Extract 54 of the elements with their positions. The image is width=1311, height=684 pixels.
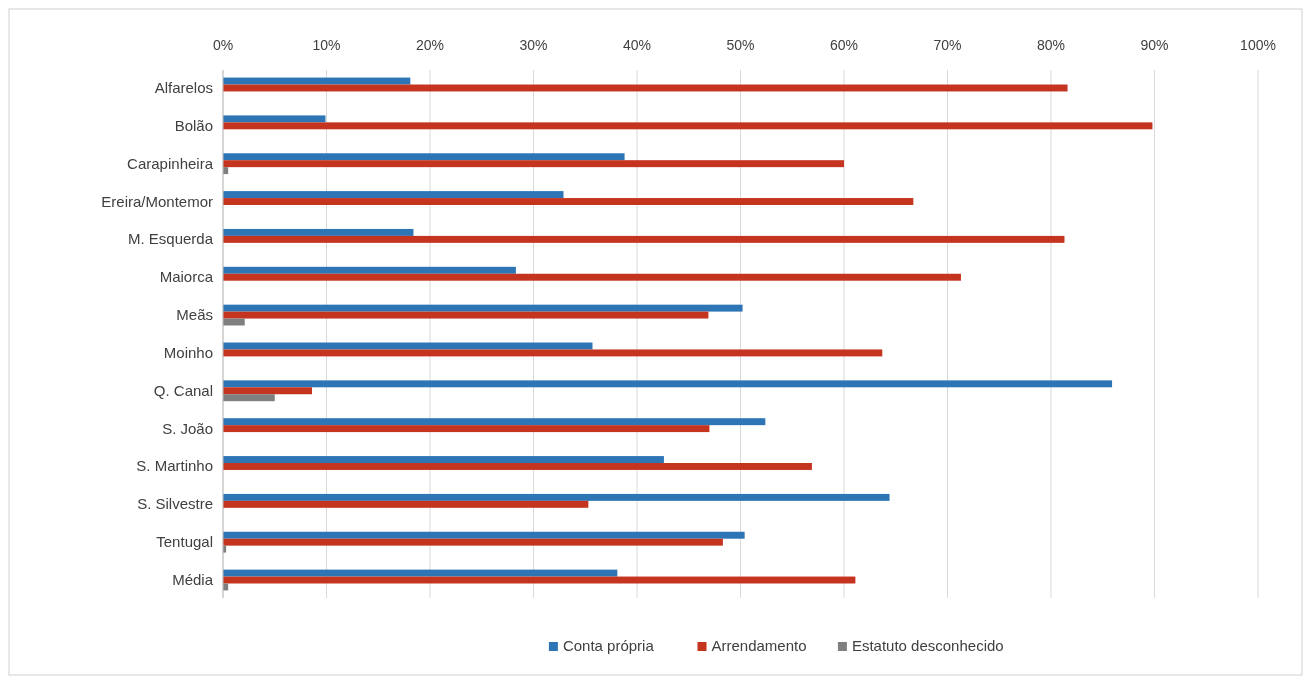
bar <box>223 569 618 577</box>
bar <box>223 304 743 312</box>
bar <box>223 493 890 501</box>
bar <box>223 153 625 161</box>
x-tick-label: 20% <box>415 37 445 53</box>
bar <box>223 456 664 463</box>
x-tick-label: 60% <box>829 37 859 53</box>
legend-label: Conta própria <box>562 637 655 654</box>
y-tick-label: S. Martinho <box>136 457 213 475</box>
bar <box>223 228 414 236</box>
x-tick-label: 40% <box>622 37 652 53</box>
bar <box>223 349 883 357</box>
y-tick-label: Moinho <box>163 343 213 361</box>
bar <box>223 394 275 402</box>
y-tick-label: Alfarelos <box>154 78 213 96</box>
bar <box>223 266 516 274</box>
y-tick-label: S. João <box>162 419 213 437</box>
y-tick-label: Maiorca <box>159 268 214 286</box>
bar <box>223 425 710 433</box>
bar <box>223 198 914 205</box>
bar <box>223 77 411 85</box>
x-tick-label: 90% <box>1140 37 1169 53</box>
bar <box>223 122 1153 130</box>
y-tick-label: Bolão <box>174 116 213 134</box>
x-tick-label: 30% <box>519 37 548 53</box>
bar <box>223 500 589 508</box>
x-tick-label: 50% <box>726 37 755 53</box>
legend-label: Arrendamento <box>711 637 807 654</box>
bar <box>223 115 326 123</box>
bar <box>223 380 1113 388</box>
bar <box>223 311 709 319</box>
y-tick-label: Média <box>172 571 214 589</box>
y-tick-label: Meãs <box>176 306 213 324</box>
x-tick-label: 100% <box>1240 37 1276 53</box>
y-tick-label: Q. Canal <box>153 381 213 399</box>
bar <box>223 387 313 395</box>
x-tick-label: 0% <box>212 37 234 53</box>
legend-label: Estatuto desconhecido <box>851 637 1004 654</box>
bar <box>223 463 812 470</box>
y-tick-label: Tentugal <box>156 533 213 551</box>
bar <box>223 273 961 281</box>
bar <box>223 160 844 168</box>
bar <box>223 418 766 426</box>
y-tick-label: Ereira/Montemor <box>101 192 213 210</box>
bar <box>223 191 564 199</box>
bar <box>223 538 723 546</box>
y-tick-label: S. Silvestre <box>137 495 213 513</box>
x-tick-label: 10% <box>312 37 341 53</box>
y-tick-label: Carapinheira <box>127 154 214 172</box>
bar <box>223 531 745 539</box>
x-tick-label: 80% <box>1036 37 1066 53</box>
y-tick-label: M. Esquerda <box>127 230 214 248</box>
x-tick-label: 70% <box>933 37 962 53</box>
bar <box>223 235 1065 243</box>
